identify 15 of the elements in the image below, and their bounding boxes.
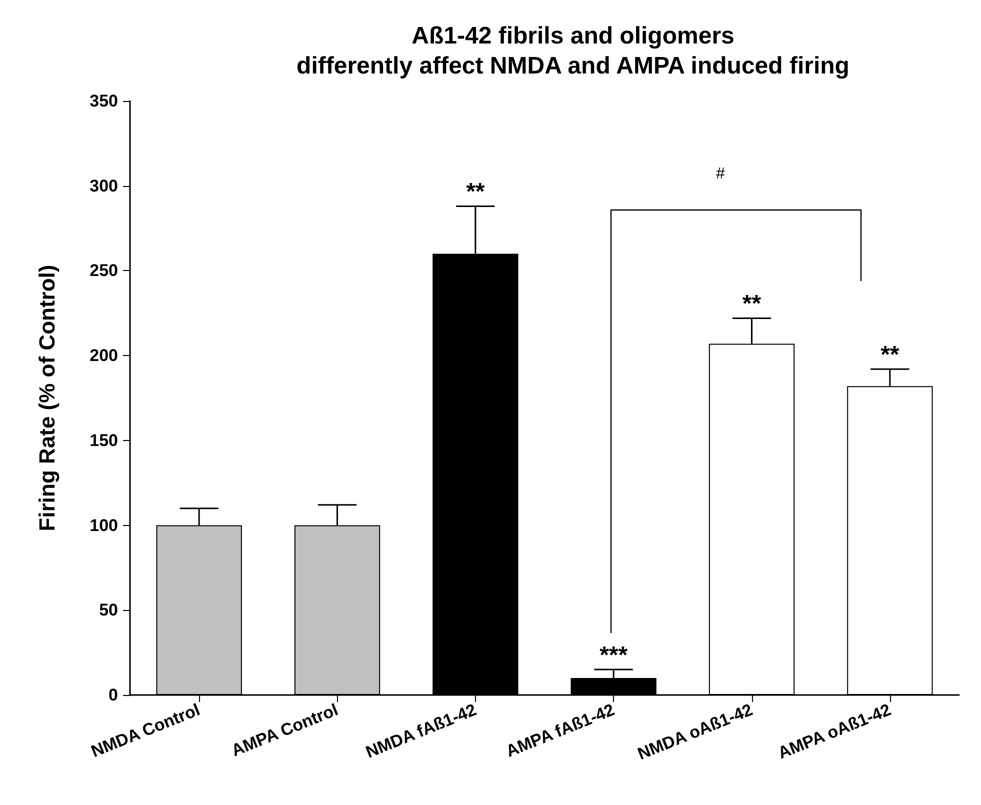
y-tick-label: 350 <box>90 92 118 110</box>
y-tick-label: 0 <box>108 686 118 704</box>
annotation: *** <box>600 642 628 670</box>
y-tick-label: 50 <box>99 600 118 620</box>
y-tick-label: 200 <box>90 346 118 366</box>
y-tick-label: 300 <box>90 176 118 196</box>
chart-title: Aß1-42 fibrils and oligomers differently affect NMDA and AMPA induced firing <box>296 22 850 80</box>
annotation: ** <box>466 178 486 206</box>
y-tick-label: 100 <box>90 516 118 535</box>
annotation: ** <box>880 342 900 369</box>
y-tick-label: 150 <box>90 430 118 450</box>
annotation: ** <box>742 290 762 318</box>
y-axis-title: Firing Rate (% of Control) <box>34 264 60 532</box>
y-tick-label: 250 <box>90 261 118 280</box>
annotation: # <box>716 166 725 182</box>
